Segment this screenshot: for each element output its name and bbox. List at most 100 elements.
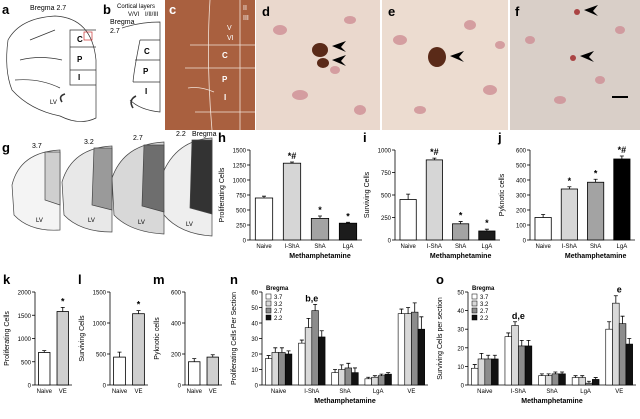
y-tick-label: 600: [516, 149, 527, 155]
legend-label: 2.2: [274, 316, 283, 322]
y-tick-label: 20: [457, 346, 464, 352]
significance-marker: *: [485, 218, 489, 228]
y-tick-label: 10: [457, 365, 464, 371]
bar: [613, 158, 631, 241]
bregma-value: 2.7: [110, 28, 120, 35]
bar: [511, 325, 519, 386]
y-tick-label: 20: [251, 353, 258, 359]
bar: [298, 342, 306, 386]
bar: [425, 159, 443, 241]
panel-label: d: [262, 4, 270, 19]
y-tick-label: 500: [236, 209, 247, 215]
legend-swatch: [265, 307, 272, 314]
y-tick-label: 30: [457, 328, 464, 334]
y-axis-label: Proliferating Cells: [219, 167, 226, 222]
significance-marker: *: [459, 211, 463, 221]
error-bar: [406, 193, 411, 200]
error-bar: [379, 373, 384, 376]
x-tick-label: Naive: [477, 389, 493, 395]
error-bar: [553, 371, 558, 374]
bar: [471, 367, 479, 386]
error-bar: [386, 372, 391, 375]
legend-swatch: [471, 300, 478, 307]
bar: [132, 313, 145, 386]
significance-marker: d,e: [512, 311, 525, 321]
bar: [254, 197, 274, 241]
x-tick-label: LgA: [482, 244, 493, 250]
tissue-image: [382, 0, 508, 130]
bar: [265, 358, 273, 386]
bar: [318, 336, 326, 386]
region-label: P: [143, 67, 149, 76]
bar: [417, 328, 425, 386]
error-bar: [399, 308, 404, 314]
layer-label: III: [243, 15, 249, 22]
error-bar: [412, 302, 417, 313]
error-bar: [366, 376, 371, 379]
y-tick-label: 2000: [18, 291, 32, 297]
panel-label: h: [218, 130, 226, 145]
significance-marker: *: [137, 300, 141, 310]
error-bar: [492, 354, 497, 359]
error-bar: [573, 375, 578, 378]
ventricle: [130, 95, 137, 109]
error-bar: [286, 350, 291, 354]
lv-label: LV: [36, 218, 43, 224]
panel-g: [11, 137, 213, 237]
significance-marker: *#: [430, 147, 439, 157]
bar: [478, 230, 496, 241]
bar: [592, 379, 600, 386]
bar: [538, 375, 546, 386]
y-axis-label: Surviving Cells per section: [437, 297, 444, 380]
panel-label: n: [230, 272, 238, 287]
y-tick-label: 0: [255, 384, 259, 390]
panel-label: j: [497, 130, 502, 145]
bregma-level: 3.2: [84, 139, 94, 146]
panel-label: c: [169, 2, 176, 17]
panel-label: b: [103, 2, 111, 17]
bar: [484, 358, 492, 386]
y-axis-label: Proliferating Cells Per Section: [231, 292, 238, 385]
error-bar: [432, 157, 437, 160]
bar: [560, 188, 578, 241]
y-tick-label: 1250: [233, 164, 247, 170]
y-tick-label: 40: [457, 309, 464, 315]
bar: [612, 302, 620, 386]
tissue-image: [165, 0, 255, 130]
error-bar: [352, 367, 357, 373]
y-axis-label: Surviving Cells: [364, 171, 371, 218]
bar: [404, 313, 412, 386]
bar: [504, 336, 512, 386]
brain-outline: [6, 15, 97, 122]
lv-label: LV: [138, 220, 145, 226]
legend-swatch: [265, 300, 272, 307]
region-label: I: [145, 87, 147, 96]
panel-label: o: [436, 272, 444, 287]
panel-label: m: [153, 272, 165, 287]
y-tick-label: 250: [381, 216, 392, 222]
y-tick-label: 500: [516, 164, 527, 170]
panel-label: a: [2, 2, 10, 17]
bar: [310, 217, 330, 241]
region-label: P: [222, 75, 228, 84]
layer-label: V/VI: [128, 12, 140, 18]
y-tick-label: 750: [381, 171, 392, 177]
bar: [188, 361, 201, 386]
error-bar: [318, 215, 322, 219]
panel-c-lines: [185, 0, 255, 131]
error-bar: [60, 306, 65, 312]
significance-marker: e: [617, 285, 622, 295]
y-tick-label: 200: [171, 353, 182, 359]
x-tick-label: Naive: [400, 244, 416, 250]
x-tick-label: VE: [59, 389, 67, 395]
bar: [364, 378, 372, 386]
significance-marker: b,e: [305, 293, 318, 303]
bar: [618, 323, 627, 386]
y-tick-label: 500: [96, 353, 107, 359]
error-bar: [458, 221, 463, 224]
x-tick-label: Naive: [256, 244, 272, 250]
bar: [534, 217, 552, 241]
error-bar: [613, 295, 618, 304]
legend-label: 3.2: [274, 302, 283, 308]
x-tick-label: ShA: [590, 244, 601, 250]
